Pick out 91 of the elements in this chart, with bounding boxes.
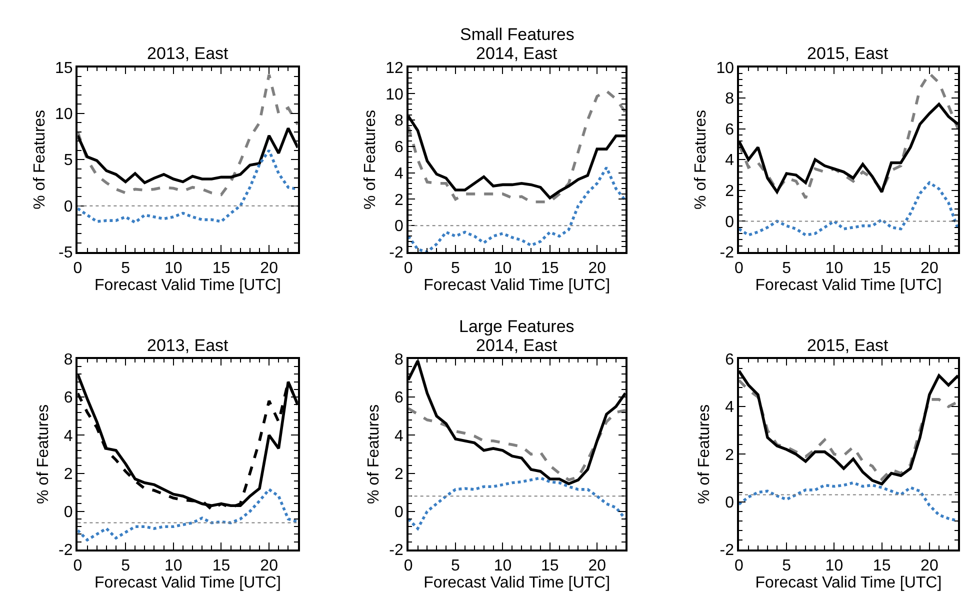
x-tick-label: 15 (541, 260, 559, 277)
y-tick-label: 2 (725, 183, 734, 200)
y-axis-title: % of Features (362, 110, 379, 210)
y-tick-label: 6 (394, 390, 404, 407)
y-tick-label: 12 (386, 60, 404, 77)
y-tick-label: 6 (725, 121, 734, 138)
y-tick-label: 0 (725, 494, 734, 512)
y-tick-label: -2 (720, 244, 734, 262)
chart-title: 2014, East (476, 44, 558, 63)
y-axis-title: % of Features (692, 110, 710, 210)
x-tick-label: 20 (588, 557, 606, 574)
chart-title: 2014, East (476, 336, 558, 355)
x-tick-label: 15 (212, 557, 230, 574)
line-series (78, 73, 298, 196)
y-tick-label: 0 (64, 198, 73, 216)
y-tick-label: 2 (725, 446, 734, 464)
chart-title: 2015, East (807, 336, 889, 355)
x-tick-label: 10 (494, 557, 512, 574)
line-series (408, 90, 626, 204)
y-tick-label: 4 (725, 399, 734, 416)
x-tick-label: 5 (451, 557, 460, 574)
chart-title: 2013, East (147, 44, 229, 63)
x-tick-label: 20 (588, 260, 606, 277)
y-tick-label: 8 (64, 352, 73, 369)
x-tick-label: 10 (825, 260, 844, 277)
text: Large Features (459, 317, 574, 336)
x-tick-label: 5 (121, 260, 130, 277)
y-tick-label: 4 (64, 428, 73, 445)
x-tick-label: 15 (541, 557, 559, 574)
line-series (408, 166, 626, 252)
y-tick-label: 2 (64, 466, 73, 483)
x-tick-label: 20 (260, 260, 278, 277)
text: Small Features (460, 25, 574, 44)
x-axis-title: Forecast Valid Time [UTC] (94, 574, 281, 592)
y-axis-title: % of Features (366, 404, 383, 504)
y-tick-label: 2 (394, 466, 404, 483)
y-tick-label: 10 (386, 86, 404, 104)
x-tick-label: 10 (164, 557, 182, 574)
x-axis-title: Forecast Valid Time [UTC] (755, 276, 942, 294)
y-tick-label: 6 (64, 390, 73, 407)
x-axis-title: Forecast Valid Time [UTC] (755, 574, 942, 592)
x-axis-title: Forecast Valid Time [UTC] (424, 276, 610, 294)
x-tick-label: 15 (872, 260, 891, 277)
x-tick-label: 5 (451, 260, 460, 277)
y-tick-label: -2 (389, 244, 404, 262)
y-tick-label: 8 (725, 90, 734, 108)
y-tick-label: 8 (394, 352, 404, 369)
y-tick-label: 6 (725, 352, 734, 369)
y-tick-label: 2 (394, 192, 404, 209)
y-tick-label: -2 (58, 542, 73, 560)
y-tick-label: 8 (394, 112, 404, 130)
y-tick-label: 0 (725, 214, 734, 231)
y-tick-label: -2 (720, 542, 734, 560)
x-tick-label: 20 (920, 260, 938, 277)
line-series (78, 488, 298, 542)
y-tick-label: 6 (394, 139, 404, 156)
y-tick-label: 0 (394, 218, 404, 236)
line-series (408, 407, 626, 482)
y-axis-title: % of Features (696, 404, 714, 504)
x-axis-title: Forecast Valid Time [UTC] (94, 276, 281, 294)
y-tick-label: -5 (58, 244, 73, 262)
x-tick-label: 10 (494, 260, 512, 277)
line-series (78, 148, 298, 224)
x-tick-label: 5 (782, 260, 792, 277)
y-tick-label: 4 (394, 165, 404, 182)
y-axis-title: % of Features (34, 404, 52, 504)
x-tick-label: 10 (825, 557, 844, 574)
y-tick-label: 0 (394, 504, 404, 521)
x-tick-label: 10 (164, 260, 182, 277)
chart-title: 2013, East (147, 336, 229, 355)
x-tick-label: 5 (121, 557, 130, 574)
line-series (738, 481, 958, 522)
x-tick-label: 15 (212, 260, 230, 277)
x-tick-label: 20 (260, 557, 278, 574)
y-tick-label: -2 (389, 542, 404, 560)
x-tick-label: 5 (782, 557, 792, 574)
y-axis-title: % of Features (31, 110, 48, 210)
line-series (738, 181, 958, 236)
chart-title: 2015, East (807, 44, 889, 63)
y-tick-label: 15 (54, 60, 73, 77)
y-tick-label: 5 (64, 152, 73, 170)
x-tick-label: 15 (872, 557, 891, 574)
y-tick-label: 10 (54, 106, 73, 124)
line-series (738, 72, 958, 200)
y-tick-label: 4 (394, 428, 404, 445)
line-series (408, 476, 626, 530)
y-tick-label: 0 (64, 504, 73, 521)
y-tick-label: 10 (716, 60, 734, 77)
x-tick-label: 20 (920, 557, 938, 574)
x-axis-title: Forecast Valid Time [UTC] (424, 574, 610, 592)
y-tick-label: 4 (725, 152, 734, 170)
